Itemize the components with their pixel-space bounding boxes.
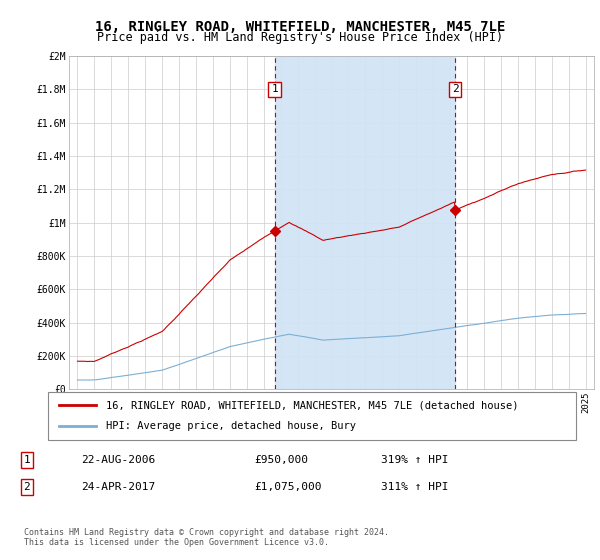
Text: £1,075,000: £1,075,000 [254,482,322,492]
Text: 311% ↑ HPI: 311% ↑ HPI [380,482,448,492]
Text: £950,000: £950,000 [254,455,308,465]
Text: 1: 1 [23,455,30,465]
Text: 16, RINGLEY ROAD, WHITEFIELD, MANCHESTER, M45 7LE: 16, RINGLEY ROAD, WHITEFIELD, MANCHESTER… [95,20,505,34]
Text: 16, RINGLEY ROAD, WHITEFIELD, MANCHESTER, M45 7LE (detached house): 16, RINGLEY ROAD, WHITEFIELD, MANCHESTER… [106,400,518,410]
Text: 22-AUG-2006: 22-AUG-2006 [81,455,155,465]
Text: HPI: Average price, detached house, Bury: HPI: Average price, detached house, Bury [106,421,356,431]
Bar [275,56,455,389]
Text: 1: 1 [271,85,278,94]
Text: 319% ↑ HPI: 319% ↑ HPI [380,455,448,465]
Text: 2: 2 [23,482,30,492]
Text: 2: 2 [452,85,458,94]
Text: Price paid vs. HM Land Registry's House Price Index (HPI): Price paid vs. HM Land Registry's House … [97,31,503,44]
Text: Contains HM Land Registry data © Crown copyright and database right 2024.
This d: Contains HM Land Registry data © Crown c… [23,528,389,548]
FancyBboxPatch shape [48,392,576,440]
Text: 24-APR-2017: 24-APR-2017 [81,482,155,492]
